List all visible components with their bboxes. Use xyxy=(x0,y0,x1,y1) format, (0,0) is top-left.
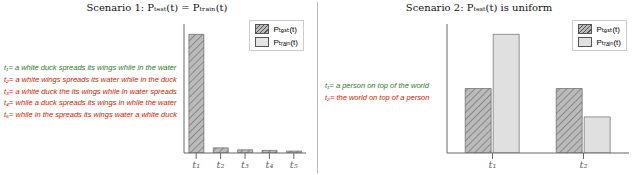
svg-text:t₁: t₁ xyxy=(192,159,200,170)
html-text:Pₜₑₛₜ(t): Pₜₑₛₜ(t) xyxy=(596,24,620,34)
html-text:t₃= a white duck the its wings: t₃= a white duck the its wings while in … xyxy=(4,86,177,96)
svg-text:t₁: t₁ xyxy=(488,159,496,170)
html-text:Pₜᵣₐᵢₙ(t): Pₜᵣₐᵢₙ(t) xyxy=(273,37,298,47)
html-text:Scenario 1: Pₜₑₛₜ(t) = Pₜᵣₐᵢₙ(: Scenario 1: Pₜₑₛₜ(t) = Pₜᵣₐᵢₙ(t) xyxy=(86,2,228,13)
html-text:t₄= while a duck spreads its w: t₄= while a duck spreads its wings in wh… xyxy=(4,98,177,108)
svg-text:t₄: t₄ xyxy=(265,159,273,170)
html-text:t₂= the world on top of a pers: t₂= the world on top of a person xyxy=(325,92,430,102)
html-text:Pₜᵣₐᵢₙ(t): Pₜᵣₐᵢₙ(t) xyxy=(596,37,621,47)
html-text:t₁= a white duck spreads its w: t₁= a white duck spreads its wings while… xyxy=(4,63,177,73)
html-text:t₅= while in the spreads its w: t₅= while in the spreads its wings water… xyxy=(4,109,177,119)
html-text:Pₜₑₛₜ(t): Pₜₑₛₜ(t) xyxy=(273,24,297,34)
html-text:Scenario 2: Pₜₑₛₜ(t) is unifor: Scenario 2: Pₜₑₛₜ(t) is uniform xyxy=(405,2,553,13)
html-text:t₂= a white wings spreads its: t₂= a white wings spreads its water whil… xyxy=(4,75,177,85)
svg-text:t₂: t₂ xyxy=(579,159,587,170)
svg-text:t₂: t₂ xyxy=(217,159,225,170)
html-text:t₁= a person on top of the wor: t₁= a person on top of the world xyxy=(325,80,429,90)
svg-text:t₃: t₃ xyxy=(241,159,249,170)
svg-text:t₅: t₅ xyxy=(290,159,298,170)
